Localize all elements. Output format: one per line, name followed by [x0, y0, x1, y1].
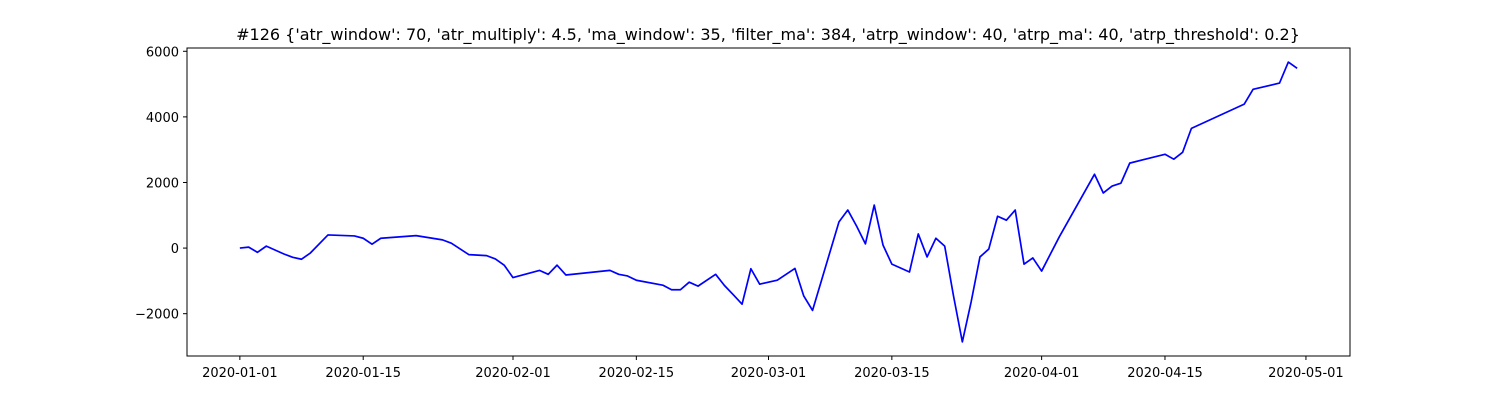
- x-tick-label: 2020-02-01: [475, 366, 551, 381]
- y-tick-label: −2000: [135, 308, 179, 323]
- chart-title: #126 {'atr_window': 70, 'atr_multiply': …: [236, 25, 1300, 45]
- line: [239, 61, 1298, 343]
- x-tick-label: 2020-01-01: [202, 366, 278, 381]
- x-tick-label: 2020-04-15: [1127, 366, 1203, 381]
- plot-frame: [186, 47, 1351, 357]
- y-tick-label: 6000: [146, 45, 179, 60]
- x-tick-label: 2020-02-15: [599, 366, 675, 381]
- x-tick-label: 2020-05-01: [1268, 366, 1344, 381]
- x-tick-label: 2020-01-15: [325, 366, 401, 381]
- x-tick-label: 2020-03-01: [731, 366, 807, 381]
- x-tick-label: 2020-04-01: [1004, 366, 1080, 381]
- y-tick-label: 0: [171, 242, 179, 257]
- y-tick-label: 4000: [146, 111, 179, 126]
- x-tick-label: 2020-03-15: [854, 366, 930, 381]
- y-tick-label: 2000: [146, 176, 179, 191]
